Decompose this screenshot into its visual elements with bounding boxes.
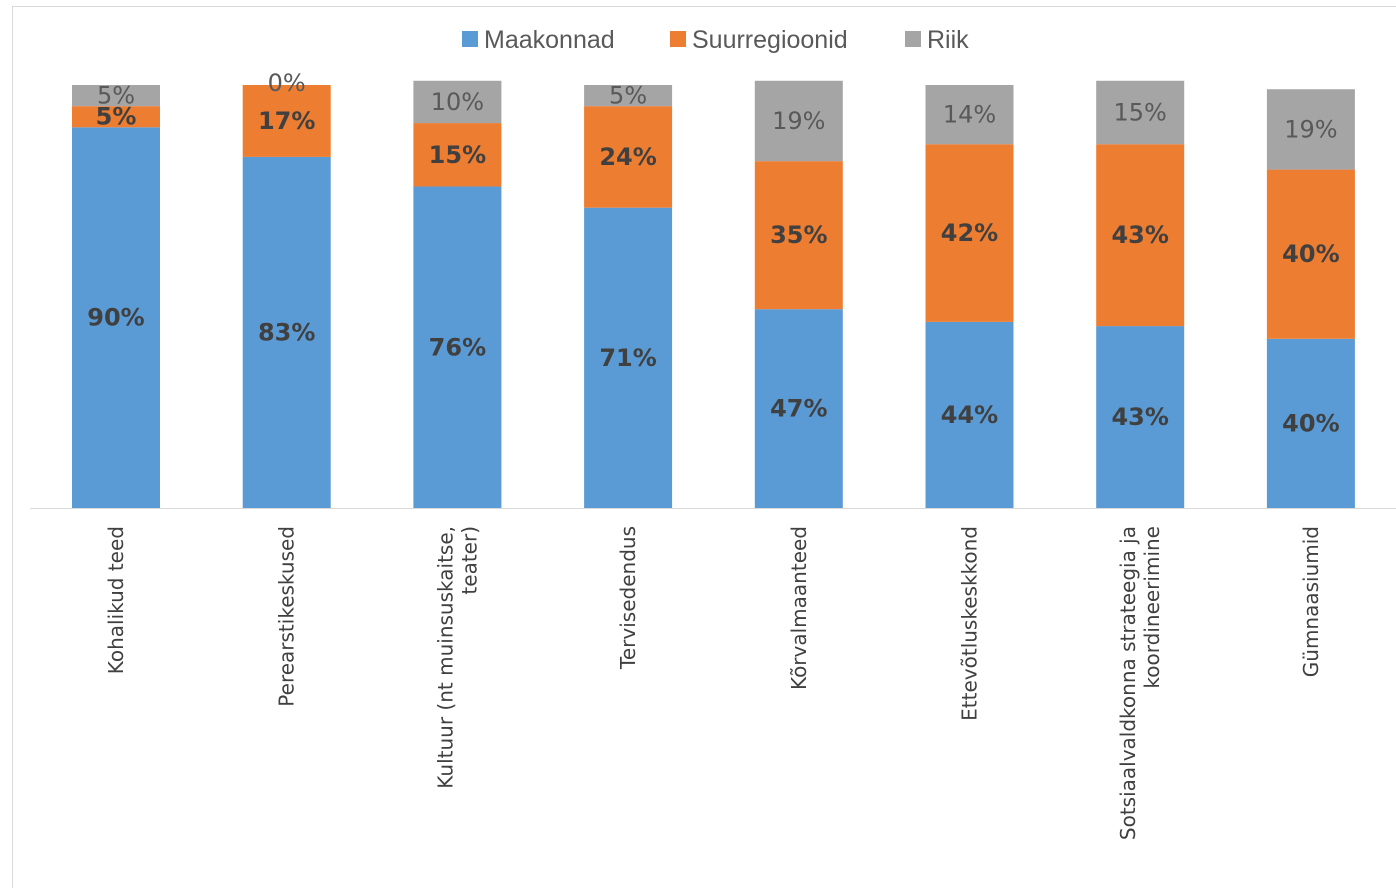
data-label-maakonnad-tervisedendus: 71% [599,344,656,372]
category-label-kohalikud-teed: Kohalikud teed [104,526,128,674]
bar-maakonnad-ettevotluskeskkond [925,321,1014,508]
category-labels: Kohalikud teed Perearstikeskused Kultuur (… [104,526,1323,840]
bar-maakonnad-kohalikud-teed [72,127,160,509]
data-label-maakonnad-kultuur-nt-muinsuskaitse-teater: 76% [429,333,486,361]
data-label-riik-korvalmaanteed: 19% [772,107,825,135]
data-label-suurregioonid-gumnaasiumid: 40% [1282,240,1339,268]
bar-maakonnad-korvalmaanteed [754,309,843,508]
bar-suurregioonid-korvalmaanteed [754,161,843,310]
legend-swatch [462,31,478,47]
data-label-riik-gumnaasiumid: 19% [1284,115,1337,143]
bar-suurregioonid-ettevotluskeskkond [925,144,1014,322]
bar-riik-sotsiaalvaldkonna-strateegia-ja-koordineerimine [1096,80,1185,145]
bar-suurregioonid-kohalikud-teed [72,106,160,128]
bar-riik-kultuur-nt-muinsuskaitse-teater [413,80,502,124]
category-label-gumnaasiumid: Gümnaasiumid [1299,526,1323,677]
data-label-maakonnad-sotsiaalvaldkonna-strateegia-ja-koordineerimine: 43% [1111,403,1168,431]
data-label-riik-ettevotluskeskkond: 14% [943,101,996,129]
data-label-riik-perearstikeskused: 0% [268,69,306,97]
bar-maakonnad-perearstikeskused [242,156,331,508]
legend-label: Riik [927,26,969,54]
bar-riik-gumnaasiumid [1266,89,1355,170]
category-label-sotsiaalvaldkonna-strateegia-ja-koordineerimine: Sotsiaalvaldkonna strateegia ja koordinee… [1116,526,1164,840]
bar-riik-kohalikud-teed [72,85,160,107]
data-label-maakonnad-gumnaasiumid: 40% [1282,409,1339,437]
legend-swatch [670,31,686,47]
bar-suurregioonid-tervisedendus [584,106,673,208]
data-label-suurregioonid-kultuur-nt-muinsuskaitse-teater: 15% [429,141,486,169]
data-label-suurregioonid-perearstikeskused: 17% [258,107,315,135]
data-label-riik-tervisedendus: 5% [609,82,647,110]
bar-riik-korvalmaanteed [754,80,843,162]
data-label-suurregioonid-kohalikud-teed: 5% [96,103,137,131]
category-label-perearstikeskused: Perearstikeskused [275,526,299,707]
legend-item-suurregioonid: Suurregioonid [670,26,848,54]
data-labels: 90%5%5%83%17%0%76%15%10%71%24%5%47%35%19… [87,69,1339,437]
data-label-maakonnad-ettevotluskeskkond: 44% [941,401,998,429]
data-label-suurregioonid-tervisedendus: 24% [599,143,656,171]
legend-swatch [905,31,921,47]
data-label-maakonnad-korvalmaanteed: 47% [770,395,827,423]
data-label-riik-kultuur-nt-muinsuskaitse-teater: 10% [431,88,484,116]
chart-frame [12,6,1396,888]
data-label-riik-sotsiaalvaldkonna-strateegia-ja-koordineerimine: 15% [1114,98,1167,126]
bar-maakonnad-kultuur-nt-muinsuskaitse-teater [413,186,502,508]
bar-suurregioonid-kultuur-nt-muinsuskaitse-teater [413,123,502,187]
data-label-suurregioonid-ettevotluskeskkond: 42% [941,219,998,247]
category-label-korvalmaanteed: Kõrvalmaanteed [787,526,811,690]
category-label-line: Sotsiaalvaldkonna strateegia ja [1116,526,1140,840]
legend-label: Suurregioonid [692,26,848,54]
category-label-line: Ettevõtluskeskkond [958,526,982,721]
bar-maakonnad-tervisedendus [584,207,673,509]
bars [72,80,1355,509]
category-label-line: Tervisedendus [616,526,640,670]
bar-riik-tervisedendus [584,85,673,107]
data-label-suurregioonid-sotsiaalvaldkonna-strateegia-ja-koordineerimine: 43% [1111,221,1168,249]
data-label-riik-kohalikud-teed: 5% [97,82,135,110]
bar-maakonnad-sotsiaalvaldkonna-strateegia-ja-koordineerimine [1096,326,1185,508]
category-label-ettevotluskeskkond: Ettevõtluskeskkond [958,526,982,721]
category-label-line: Kultuur (nt muinsuskaitse, [433,526,457,789]
category-label-line: Kohalikud teed [104,526,128,674]
category-label-line: Kõrvalmaanteed [787,526,811,690]
legend: Maakonnad Suurregioonid Riik [462,26,969,54]
legend-item-riik: Riik [905,26,969,54]
legend-label: Maakonnad [484,26,615,54]
category-label-line: Perearstikeskused [275,526,299,707]
data-label-suurregioonid-korvalmaanteed: 35% [770,221,827,249]
legend-item-maakonnad: Maakonnad [462,26,615,54]
data-label-maakonnad-kohalikud-teed: 90% [87,304,144,332]
bar-suurregioonid-gumnaasiumid [1266,169,1355,339]
data-label-maakonnad-perearstikeskused: 83% [258,318,315,346]
bar-maakonnad-gumnaasiumid [1266,338,1355,508]
category-label-tervisedendus: Tervisedendus [616,526,640,670]
bar-suurregioonid-sotsiaalvaldkonna-strateegia-ja-koordineerimine [1096,144,1185,327]
category-label-line: Gümnaasiumid [1299,526,1323,677]
bar-suurregioonid-perearstikeskused [242,85,331,157]
category-label-kultuur-nt-muinsuskaitse-teater: Kultuur (nt muinsuskaitse, teater) [433,526,481,789]
bar-riik-ettevotluskeskkond [925,85,1014,145]
category-label-line: teater) [457,526,481,595]
category-label-line: koordineerimine [1140,526,1164,689]
